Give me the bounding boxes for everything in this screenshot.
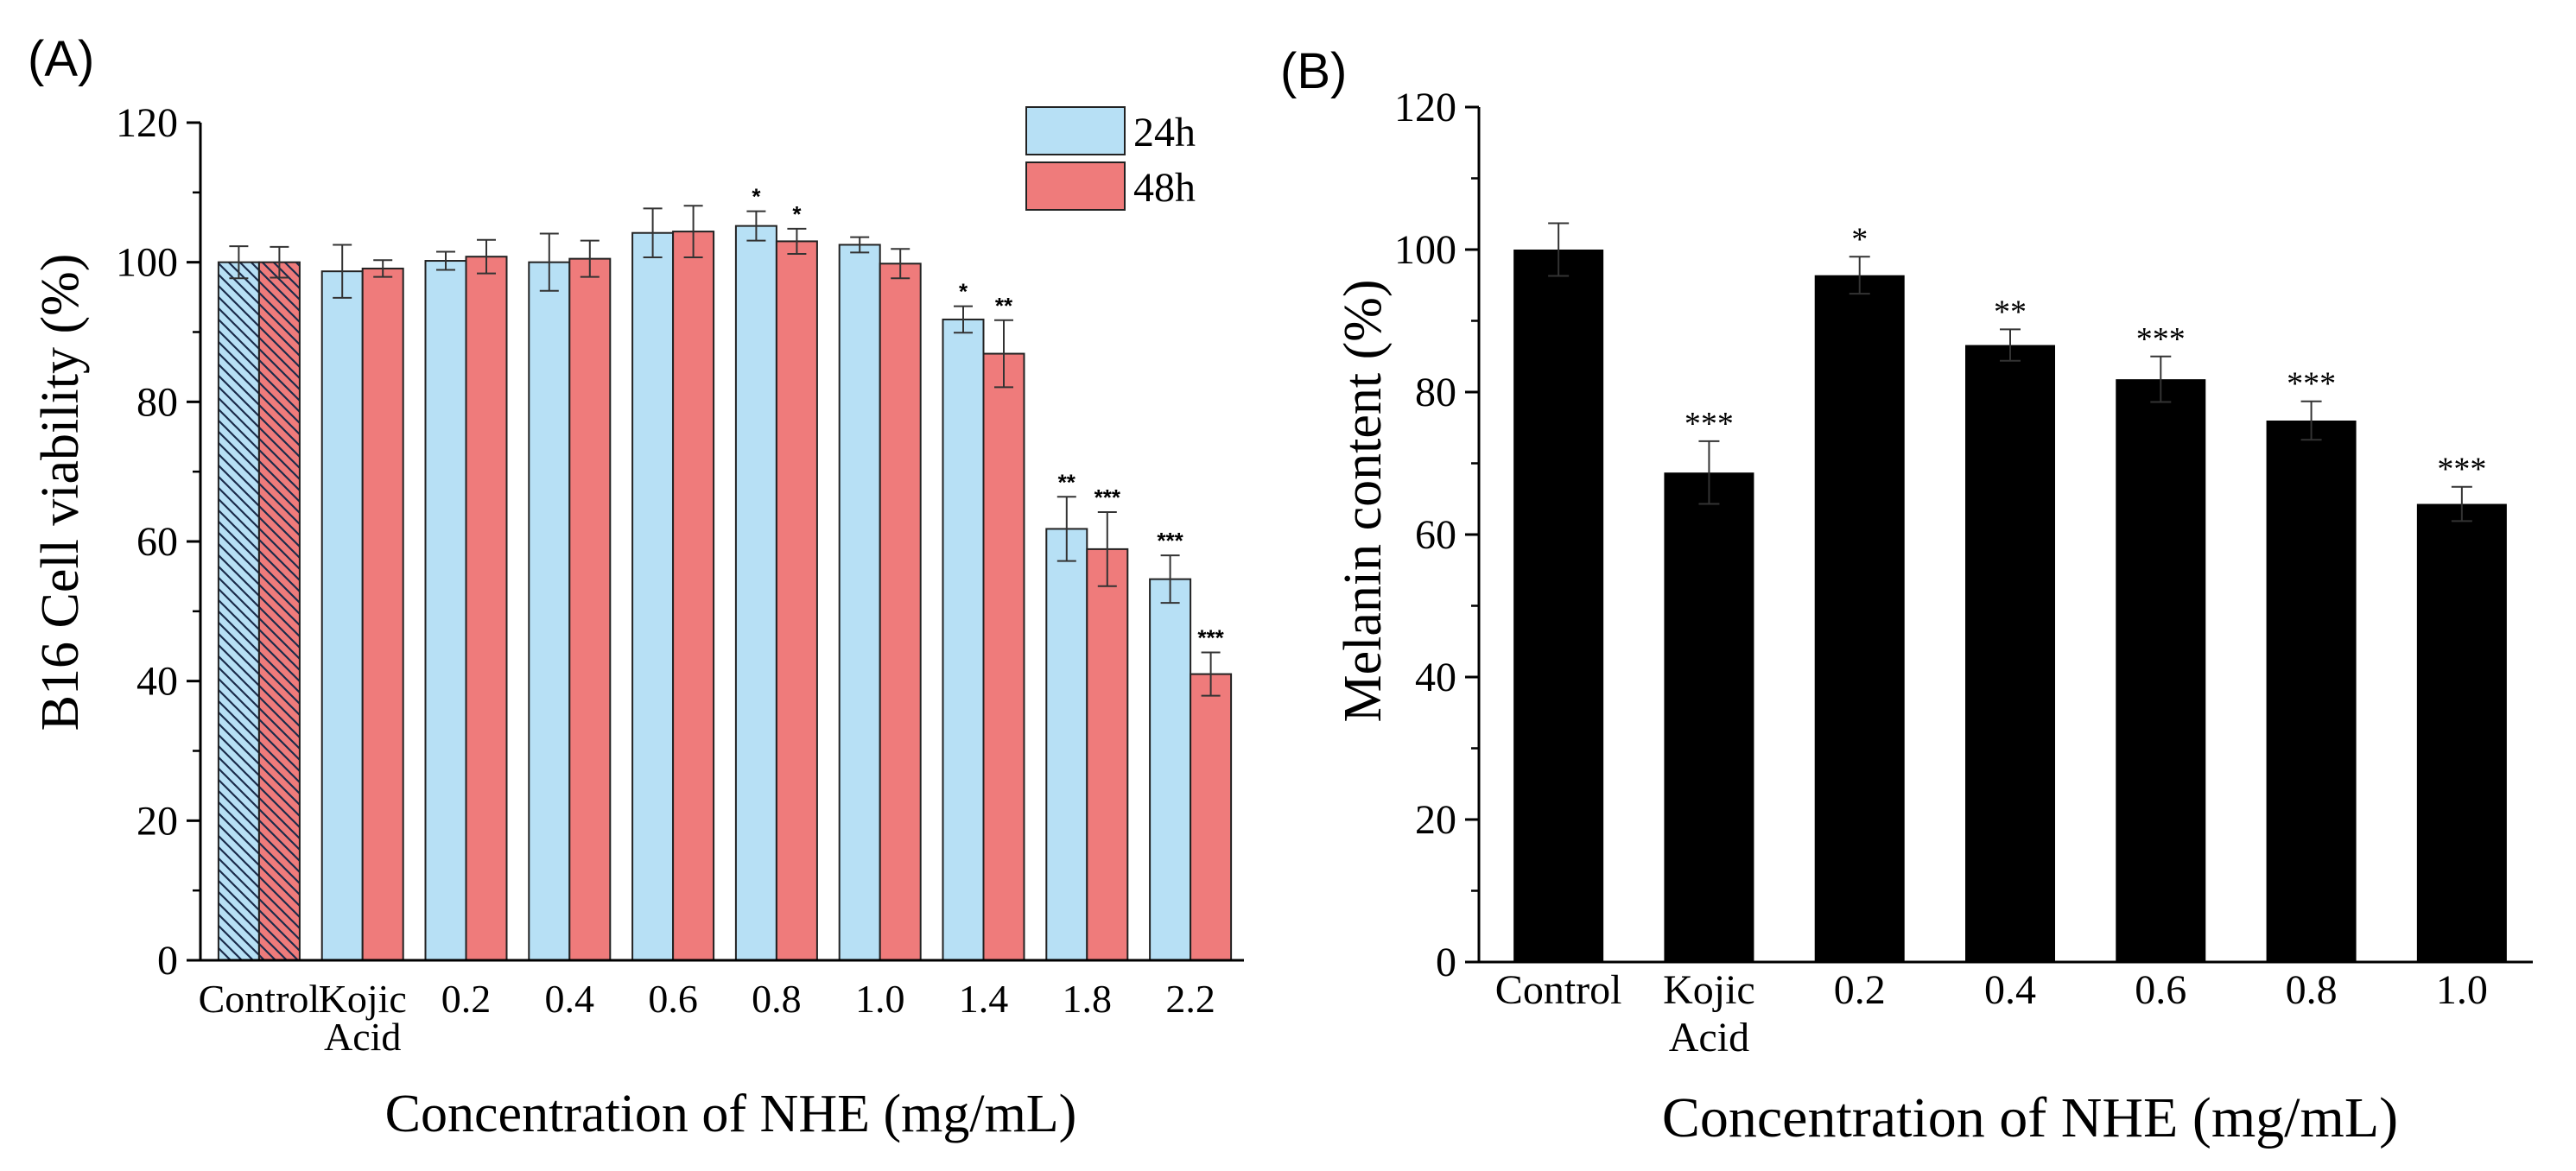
x-tick-label-control: Control <box>199 977 320 1021</box>
significance-48h-0-8: * <box>792 201 802 227</box>
bar-melanin-0-2 <box>1814 275 1905 962</box>
bar-48h-0-4 <box>568 257 612 961</box>
x-tick-label-0-2: 0.2 <box>441 977 492 1021</box>
legend-label-48h: 48h <box>1133 165 1196 211</box>
chart-b-panel-label: (B) <box>1280 43 1347 99</box>
bar-melanin-0-6 <box>2116 379 2206 962</box>
x-tick-label-0-6: 0.6 <box>2135 967 2186 1013</box>
bar-48h-kojic-acid <box>361 267 404 962</box>
x-tick-label-0-8: 0.8 <box>2286 967 2338 1013</box>
x-tick-label-kojic-acid-2: Acid <box>1669 1015 1749 1060</box>
significance-melanin-0-4: ** <box>1994 294 2027 330</box>
chart-a-x-axis-title: Concentration of NHE (mg/mL) <box>385 1085 1077 1143</box>
significance-48h-2-2: *** <box>1197 625 1224 651</box>
y-tick-label: 40 <box>136 659 178 705</box>
bar-48h-control <box>257 261 301 961</box>
y-tick-label: 120 <box>116 100 178 146</box>
y-tick-label: 40 <box>1415 655 1456 700</box>
y-tick-label: 80 <box>1415 370 1456 415</box>
chart-b-bars: *************** <box>1513 221 2507 962</box>
bar-24h-0-6 <box>631 231 675 961</box>
bar-48h-1-0 <box>879 263 922 961</box>
bar-48h-0-6 <box>672 231 715 962</box>
y-tick-label: 20 <box>136 798 178 844</box>
bar-24h-1-4 <box>942 318 985 961</box>
x-tick-label-0-4: 0.4 <box>545 977 595 1021</box>
chart-b-y-axis-title: Melanin content (%) <box>1334 279 1393 722</box>
x-tick-label-kojic-acid-1: Kojic <box>1663 967 1755 1013</box>
y-tick-label: 80 <box>136 379 178 425</box>
legend-swatch-24h <box>1025 106 1126 155</box>
chart-b-x-axis-title: Concentration of NHE (mg/mL) <box>1662 1086 2398 1149</box>
bar-24h-2-2 <box>1149 578 1192 962</box>
chart-a-bars: **************** <box>217 184 1233 962</box>
bar-24h-0-4 <box>528 261 571 961</box>
bar-melanin-kojic-acid <box>1664 472 1754 962</box>
legend-swatch-48h <box>1025 161 1126 211</box>
bar-melanin-1-0 <box>2416 503 2507 962</box>
chart-a-panel-label: (A) <box>28 31 94 87</box>
bar-48h-0-8 <box>775 240 818 961</box>
x-tick-label-1-4: 1.4 <box>959 977 1009 1021</box>
x-tick-label-control: Control <box>1495 967 1622 1013</box>
y-tick-label: 100 <box>1394 227 1456 273</box>
x-tick-label-0-8: 0.8 <box>752 977 802 1021</box>
significance-48h-1-8: *** <box>1094 484 1121 510</box>
y-tick-label: 120 <box>1394 85 1456 130</box>
x-tick-label-1-0: 1.0 <box>855 977 905 1021</box>
significance-melanin-0-2: * <box>1851 221 1868 257</box>
x-tick-label-1-0: 1.0 <box>2436 967 2488 1013</box>
bar-24h-1-0 <box>838 244 881 962</box>
x-tick-label-1-8: 1.8 <box>1063 977 1113 1021</box>
x-tick-label-kojic-acid-2: Acid <box>324 1015 401 1059</box>
x-tick-label-kojic-acid-1: Kojic <box>319 977 407 1021</box>
y-tick-label: 60 <box>1415 512 1456 558</box>
bar-melanin-control <box>1513 250 1604 962</box>
x-tick-label-2-2: 2.2 <box>1165 977 1215 1021</box>
y-tick-label: 0 <box>157 938 178 984</box>
significance-24h-2-2: *** <box>1157 528 1183 554</box>
bar-24h-1-8 <box>1045 528 1088 961</box>
bar-24h-0-8 <box>734 225 777 961</box>
y-tick-label: 100 <box>116 240 178 286</box>
bar-24h-kojic-acid <box>320 270 364 961</box>
x-tick-label-0-4: 0.4 <box>1984 967 2036 1013</box>
bar-48h-2-2 <box>1190 673 1233 961</box>
significance-24h-0-8: * <box>752 184 761 210</box>
significance-48h-1-4: ** <box>995 293 1013 319</box>
legend-label-24h: 24h <box>1133 110 1196 155</box>
bar-melanin-0-8 <box>2266 421 2357 962</box>
y-tick-label: 60 <box>136 519 178 565</box>
y-tick-label: 0 <box>1436 940 1456 985</box>
bar-48h-0-2 <box>465 256 508 961</box>
bar-melanin-0-4 <box>1965 345 2055 962</box>
significance-melanin-kojic-acid: *** <box>1685 406 1734 442</box>
chart-a-y-axis-title: B16 Cell viability (%) <box>31 254 90 731</box>
significance-melanin-0-8: *** <box>2287 366 2336 402</box>
y-tick-label: 20 <box>1415 797 1456 843</box>
chart-a-y-axis-ticks: 0 20 40 60 80 100 120 <box>116 100 200 984</box>
bar-48h-1-8 <box>1086 548 1129 961</box>
chart-a-legend: 24h 48h <box>1025 106 1196 211</box>
significance-24h-1-4: * <box>959 279 968 305</box>
significance-melanin-0-6: *** <box>2136 321 2186 358</box>
bar-48h-1-4 <box>982 352 1025 961</box>
chart-a-axes <box>199 123 1244 962</box>
significance-24h-1-8: ** <box>1058 469 1076 495</box>
x-tick-label-0-2: 0.2 <box>1834 967 1886 1013</box>
chart-b-axes <box>1477 107 2533 964</box>
significance-melanin-1-0: *** <box>2437 452 2486 488</box>
chart-b-y-axis-ticks: 0 20 40 60 80 100 120 <box>1394 85 1479 985</box>
x-tick-label-0-6: 0.6 <box>648 977 698 1021</box>
bar-24h-0-2 <box>424 260 467 961</box>
bar-24h-control <box>217 261 260 961</box>
